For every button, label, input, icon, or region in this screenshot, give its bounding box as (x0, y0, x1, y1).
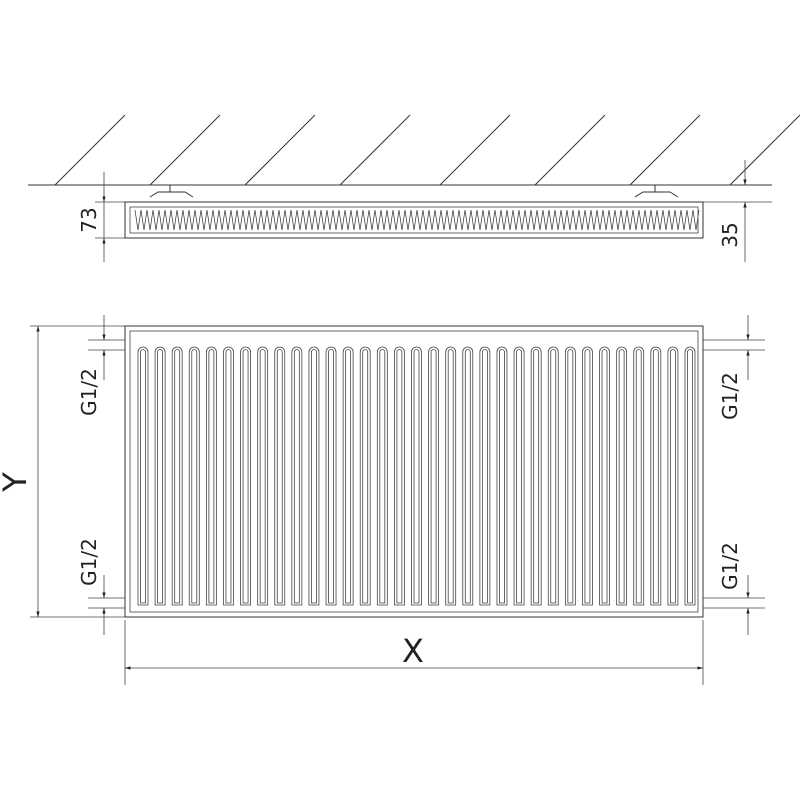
fin (223, 346, 234, 606)
fins (137, 346, 696, 606)
fin (667, 346, 679, 606)
fin (582, 346, 593, 606)
fin (274, 346, 286, 606)
connection-pipes-left (88, 339, 125, 609)
wall-hatch-line (339, 114, 411, 186)
fin (359, 346, 371, 606)
wall (28, 114, 800, 186)
fin (547, 346, 559, 606)
connection-label-top-right: G1/2 (718, 372, 742, 420)
width-label: X (402, 632, 424, 670)
fin (411, 346, 422, 606)
wall-offset-label: 35 (718, 222, 742, 247)
fin (394, 346, 405, 606)
fin (428, 346, 439, 606)
fin (308, 346, 320, 606)
fin (171, 346, 183, 606)
fin (633, 346, 645, 606)
fin (137, 346, 149, 606)
side-view: 73 35 (77, 160, 772, 262)
fin (564, 346, 576, 606)
connection-label-bottom-left: G1/2 (77, 538, 101, 586)
wall-hatch-line (629, 114, 701, 186)
depth-label: 73 (77, 207, 101, 232)
connection-pipes-right (703, 339, 765, 609)
fin (325, 346, 337, 606)
fin (684, 346, 696, 606)
fin (445, 346, 457, 606)
fin (462, 346, 474, 606)
fin (599, 346, 610, 606)
fin (650, 346, 662, 606)
radiator-front-body (124, 325, 704, 618)
fin (616, 346, 628, 606)
fin (342, 346, 354, 606)
radiator-side-body (124, 201, 704, 239)
fin (205, 346, 217, 606)
fin (479, 346, 491, 606)
wall-hatch-line (439, 114, 511, 186)
front-view: G1/2 G1/2 G1/2 G1/2 Y X (0, 315, 765, 685)
convector-fins (134, 209, 700, 231)
fin (257, 346, 269, 606)
fin (188, 346, 200, 606)
height-label: Y (0, 472, 34, 493)
fin (530, 346, 542, 606)
fin (376, 346, 388, 606)
fin (240, 346, 251, 606)
wall-hatch-line (149, 114, 221, 186)
fin (496, 346, 508, 606)
wall-hatch-line (244, 114, 316, 186)
wall-hatch-line (729, 114, 800, 186)
bracket-right (634, 185, 679, 198)
fin (513, 346, 525, 606)
connection-label-bottom-right: G1/2 (718, 542, 742, 590)
bracket-left (149, 185, 194, 198)
radiator-front-inner (129, 330, 699, 613)
wall-hatch-line (534, 114, 606, 186)
connection-label-top-left: G1/2 (77, 368, 101, 416)
radiator-side-inner (129, 206, 699, 234)
fin (291, 346, 303, 606)
wall-hatch-line (54, 114, 126, 186)
fin (154, 346, 166, 606)
